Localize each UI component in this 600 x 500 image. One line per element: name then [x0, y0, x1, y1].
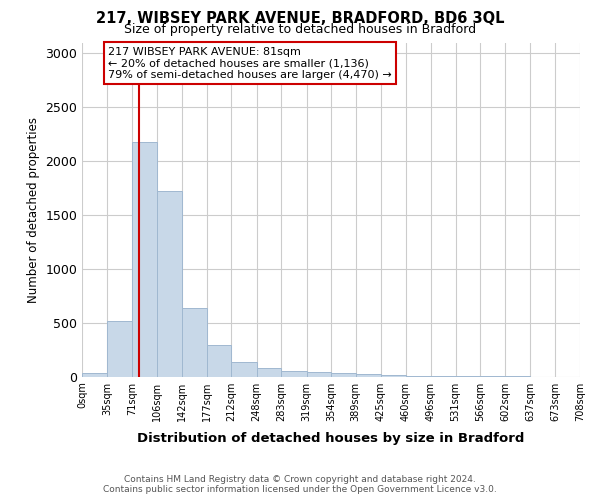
X-axis label: Distribution of detached houses by size in Bradford: Distribution of detached houses by size …: [137, 432, 525, 445]
Text: 217 WIBSEY PARK AVENUE: 81sqm
← 20% of detached houses are smaller (1,136)
79% o: 217 WIBSEY PARK AVENUE: 81sqm ← 20% of d…: [109, 47, 392, 80]
Bar: [307, 372, 331, 376]
Bar: [281, 372, 307, 376]
Text: 217, WIBSEY PARK AVENUE, BRADFORD, BD6 3QL: 217, WIBSEY PARK AVENUE, BRADFORD, BD6 3…: [96, 11, 504, 26]
Bar: [107, 320, 132, 376]
Bar: [132, 142, 157, 376]
Bar: [232, 362, 257, 376]
Bar: [257, 368, 281, 376]
Bar: [381, 375, 406, 376]
Bar: [82, 374, 107, 376]
Text: Contains HM Land Registry data © Crown copyright and database right 2024.
Contai: Contains HM Land Registry data © Crown c…: [103, 474, 497, 494]
Bar: [356, 374, 381, 376]
Bar: [331, 374, 356, 376]
Y-axis label: Number of detached properties: Number of detached properties: [27, 116, 40, 302]
Bar: [207, 346, 232, 376]
Bar: [182, 308, 207, 376]
Text: Size of property relative to detached houses in Bradford: Size of property relative to detached ho…: [124, 22, 476, 36]
Bar: [157, 192, 182, 376]
